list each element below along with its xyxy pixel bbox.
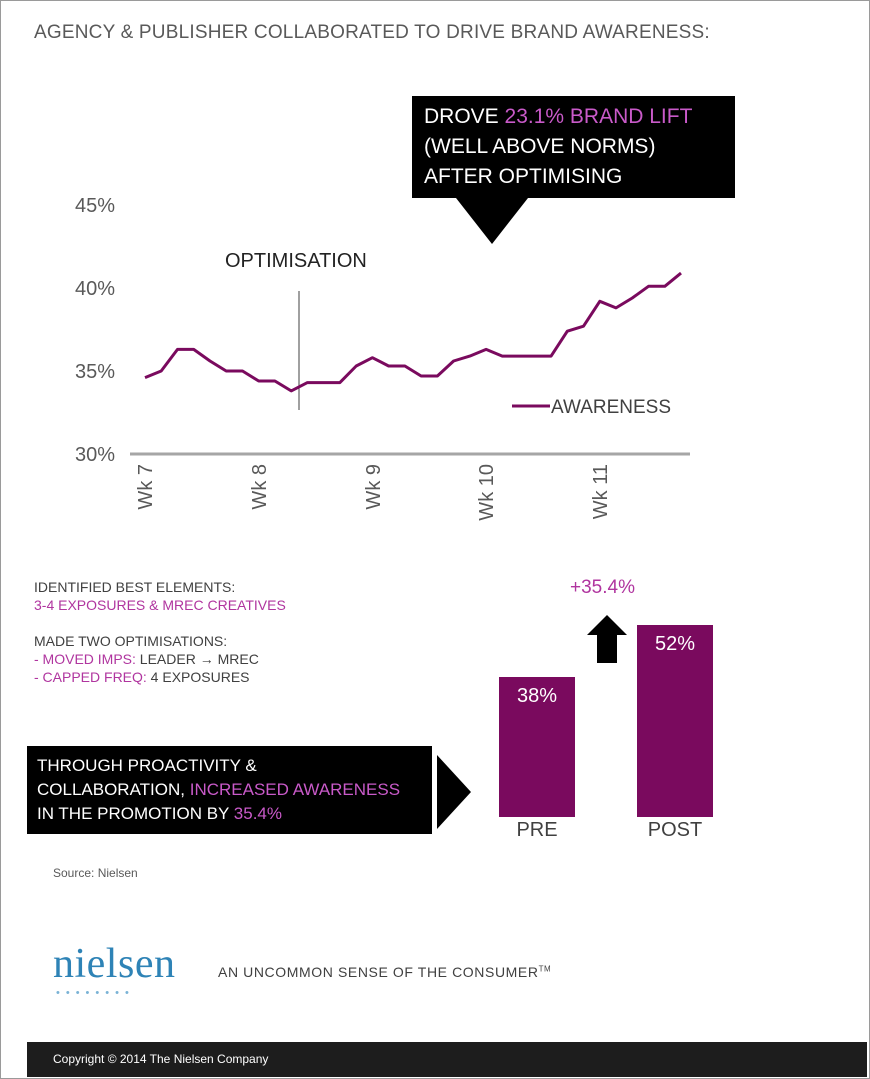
bar-post bbox=[637, 625, 713, 817]
conclusion-line3-highlight: 35.4% bbox=[233, 804, 282, 823]
x-tick-label: Wk 10 bbox=[476, 464, 498, 521]
x-tick-label: Wk 11 bbox=[590, 464, 612, 519]
opt2-value: 4 EXPOSURES bbox=[146, 669, 250, 685]
awareness-series-line bbox=[144, 271, 682, 393]
conclusion-line3: IN THE PROMOTION BY bbox=[37, 804, 234, 823]
conclusion-line2-highlight: INCREASED AWARENESS bbox=[189, 780, 401, 799]
optimisation-notes: IDENTIFIED BEST ELEMENTS: 3-4 EXPOSURES … bbox=[34, 578, 286, 686]
bar-category-label: PRE bbox=[516, 819, 558, 841]
bar-category-label: POST bbox=[647, 819, 703, 841]
opt2-label: - CAPPED FREQ: bbox=[34, 669, 147, 685]
brand-lift-callout: DROVE 23.1% BRAND LIFT (WELL ABOVE NORMS… bbox=[412, 96, 735, 198]
callout-highlight: 23.1% BRAND LIFT bbox=[504, 105, 693, 128]
optimisations-heading: MADE TWO OPTIMISATIONS: bbox=[34, 633, 228, 649]
copyright-text: Copyright © 2014 The Nielsen Company bbox=[53, 1052, 269, 1066]
callout-down-arrow-icon bbox=[456, 198, 528, 244]
tagline-trademark: TM bbox=[538, 964, 552, 974]
x-tick-label: Wk 9 bbox=[363, 464, 385, 510]
uplift-up-arrow-icon bbox=[587, 615, 627, 663]
footer-bar: Copyright © 2014 The Nielsen Company bbox=[27, 1042, 867, 1077]
identified-heading: IDENTIFIED BEST ELEMENTS: bbox=[34, 579, 236, 595]
y-tick-label: 30% bbox=[75, 444, 115, 466]
legend-awareness-label: AWARENESS bbox=[551, 397, 671, 418]
tagline: AN UNCOMMON SENSE OF THE CONSUMERTM bbox=[218, 964, 551, 980]
nielsen-logo-dots: •••••••• bbox=[56, 987, 135, 999]
x-tick-label: Wk 8 bbox=[249, 464, 271, 510]
awareness-line-chart: 30% 35% 40% 45% OPTIMISATION Wk 7 Wk 8 Wk 9 Wk… bbox=[75, 195, 690, 521]
y-tick-label: 40% bbox=[75, 278, 115, 300]
source-note: Source: Nielsen bbox=[53, 866, 138, 880]
conclusion-box: THROUGH PROACTIVITY & COLLABORATION, INC… bbox=[27, 746, 432, 834]
optimisation-label: OPTIMISATION bbox=[225, 250, 367, 272]
opt1-value: LEADER → MREC bbox=[135, 651, 259, 667]
callout-text-post: (WELL ABOVE NORMS) AFTER OPTIMISING bbox=[424, 135, 656, 188]
bar-value-label: 52% bbox=[654, 633, 696, 655]
tagline-text: AN UNCOMMON SENSE OF THE CONSUMER bbox=[218, 964, 539, 980]
conclusion-line1: THROUGH PROACTIVITY & bbox=[37, 756, 257, 775]
y-tick-label: 35% bbox=[75, 361, 115, 383]
identified-value: 3-4 EXPOSURES & MREC CREATIVES bbox=[34, 597, 286, 613]
conclusion-line2: COLLABORATION, bbox=[37, 780, 190, 799]
page-title: AGENCY & PUBLISHER COLLABORATED TO DRIVE… bbox=[34, 22, 710, 43]
bar-value-label: 38% bbox=[516, 684, 558, 707]
uplift-label: +35.4% bbox=[570, 577, 635, 598]
x-tick-label: Wk 7 bbox=[135, 464, 157, 510]
y-tick-label: 45% bbox=[75, 195, 115, 217]
opt1-label: - MOVED IMPS: bbox=[34, 651, 136, 667]
callout-text-pre: DROVE bbox=[424, 105, 505, 128]
bar-pre bbox=[499, 676, 575, 817]
nielsen-logo: nielsen bbox=[53, 941, 176, 987]
conclusion-right-arrow-icon bbox=[437, 755, 471, 829]
